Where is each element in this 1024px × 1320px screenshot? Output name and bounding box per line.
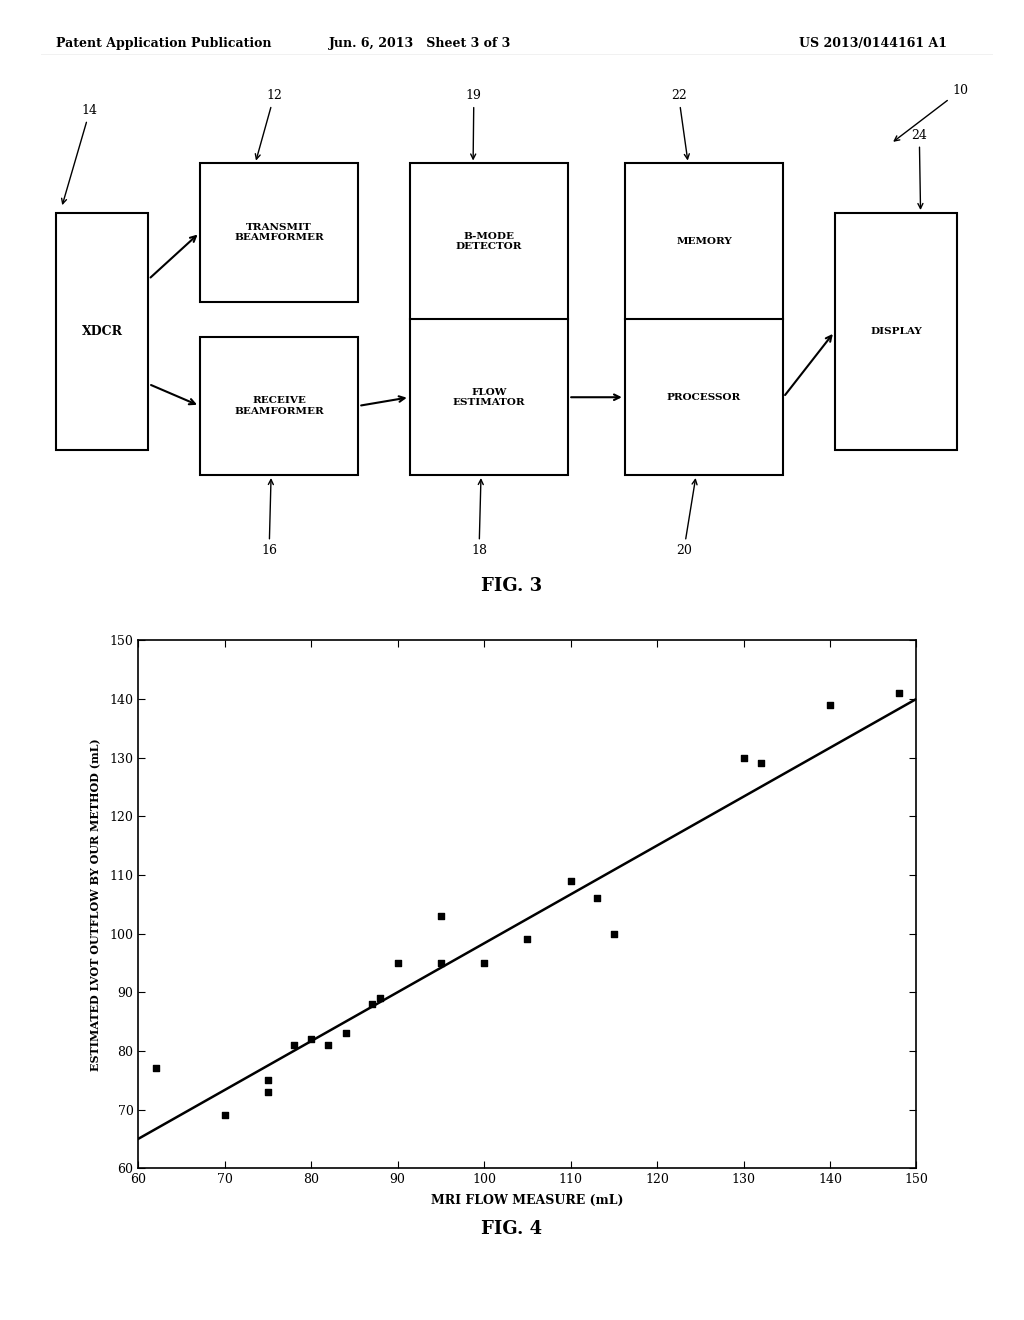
X-axis label: MRI FLOW MEASURE (mL): MRI FLOW MEASURE (mL) [431,1195,624,1208]
Point [735,747,752,768]
FancyBboxPatch shape [835,213,957,450]
Text: Patent Application Publication: Patent Application Publication [56,37,271,50]
Text: DISPLAY: DISPLAY [870,327,922,337]
Point [822,694,839,715]
Point [338,1023,354,1044]
Y-axis label: ESTIMATED LVOT OUTFLOW BY OUR METHOD (mL): ESTIMATED LVOT OUTFLOW BY OUR METHOD (mL… [90,738,101,1071]
FancyBboxPatch shape [56,213,148,450]
FancyBboxPatch shape [200,164,358,302]
Point [389,952,406,973]
Text: 22: 22 [671,88,689,160]
Point [364,994,380,1015]
Text: 10: 10 [894,84,969,141]
Point [753,752,769,774]
FancyBboxPatch shape [200,337,358,475]
Text: TRANSMIT
BEAMFORMER: TRANSMIT BEAMFORMER [234,223,324,243]
Point [260,1081,276,1102]
Text: FLOW
ESTIMATOR: FLOW ESTIMATOR [453,388,525,407]
Text: 16: 16 [261,479,278,557]
FancyBboxPatch shape [625,164,783,475]
Text: B-MODE
DETECTOR: B-MODE DETECTOR [456,231,522,251]
Point [589,888,605,909]
Text: RECEIVE
BEAMFORMER: RECEIVE BEAMFORMER [234,396,324,416]
Point [303,1028,319,1049]
Text: 14: 14 [61,104,98,203]
Point [562,870,579,891]
Text: PROCESSOR: PROCESSOR [667,393,741,401]
Point [433,952,450,973]
Point [476,952,493,973]
Point [372,987,388,1008]
Point [891,682,907,704]
Point [519,929,536,950]
Point [286,1035,302,1056]
Text: 19: 19 [466,88,482,158]
FancyBboxPatch shape [410,164,568,475]
Point [605,923,622,944]
Point [216,1105,232,1126]
Text: US 2013/0144161 A1: US 2013/0144161 A1 [799,37,947,50]
Text: 24: 24 [911,128,928,209]
Point [321,1035,337,1056]
Text: 18: 18 [471,479,487,557]
Text: XDCR: XDCR [82,325,123,338]
Point [433,906,450,927]
Text: FIG. 3: FIG. 3 [481,577,543,595]
Text: Jun. 6, 2013   Sheet 3 of 3: Jun. 6, 2013 Sheet 3 of 3 [329,37,511,50]
Text: FIG. 4: FIG. 4 [481,1220,543,1238]
Text: MEMORY: MEMORY [676,236,732,246]
Point [260,1069,276,1090]
Text: 20: 20 [676,479,697,557]
Text: 12: 12 [255,88,283,160]
Point [147,1057,164,1078]
